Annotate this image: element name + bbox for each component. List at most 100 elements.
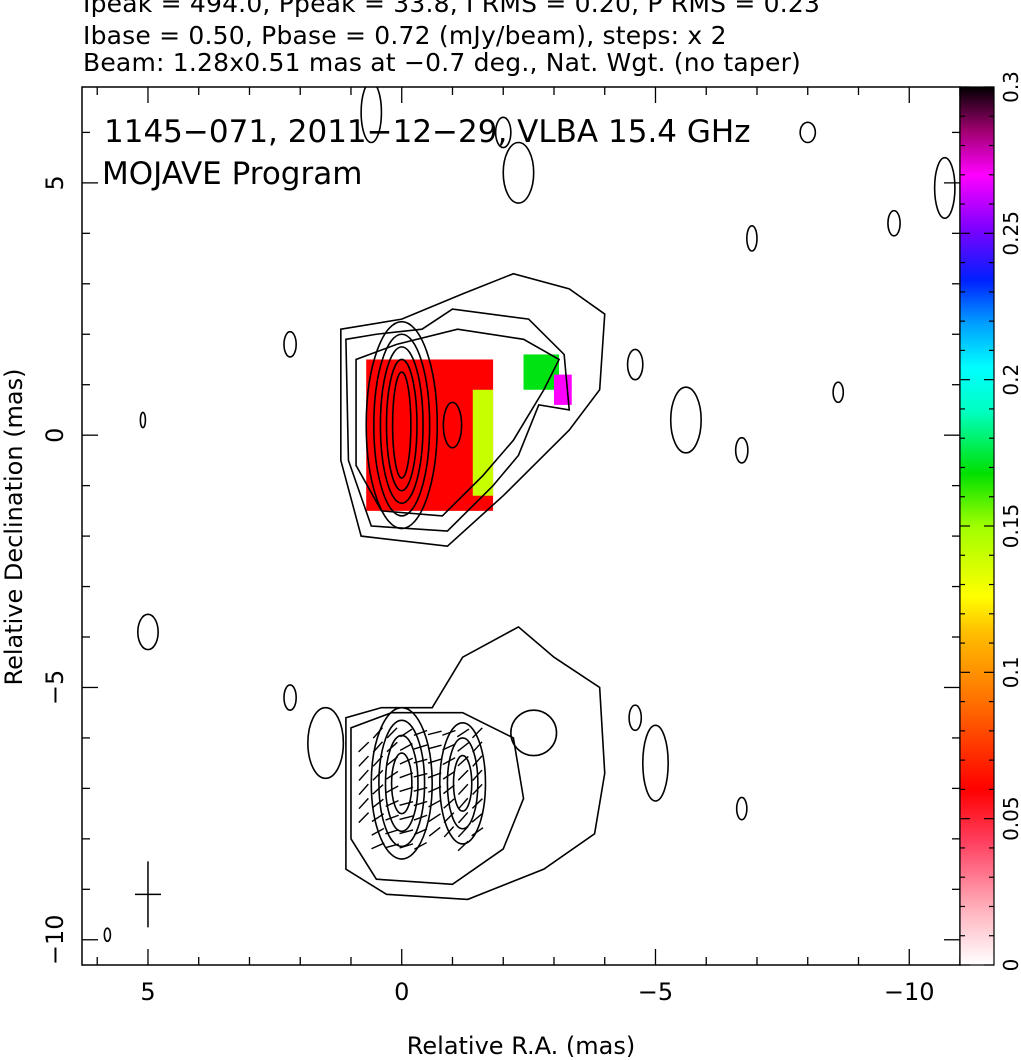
noise-contour-2 (139, 411, 147, 429)
evpa-vector-26 (399, 743, 413, 751)
evpa-vector-48 (428, 799, 442, 808)
y-axis-label: Relative Declination (mas) (0, 368, 28, 685)
evpa-vector-64 (457, 797, 469, 810)
x-tick-label-4: −10 (884, 978, 935, 1006)
y-tick-label-4: −10 (41, 914, 69, 965)
colorbar-tick-label-7: 0.3 (999, 71, 1021, 103)
header-line-2: Ibase = 0.50, Pbase = 0.72 (mJy/beam), s… (83, 21, 727, 50)
evpa-vector-25 (400, 728, 413, 738)
evpa-vector-54 (442, 770, 456, 780)
evpa-vector-12 (371, 798, 384, 809)
colorbar-tick-label-4: 0.15 (999, 504, 1021, 549)
evpa-vector-40 (413, 814, 428, 821)
x-tick-label-3: −5 (638, 978, 673, 1006)
intensity-contours (103, 87, 956, 943)
colorbar-tick-label-2: 0.05 (999, 796, 1021, 841)
axis-tick-labels: 5 0 −5 −10 5 0 −5 −10 (41, 175, 935, 1006)
noise-contour-9 (734, 436, 749, 464)
evpa-vector-9 (372, 755, 384, 767)
evpa-vector-39 (413, 800, 428, 807)
noise-contour-14 (628, 704, 643, 732)
jet-contour-inner (355, 328, 561, 517)
evpa-vector-51 (442, 729, 456, 736)
axis-ticks (82, 87, 961, 965)
core-contour-3 (379, 346, 424, 505)
evpa-vector-4 (358, 783, 369, 796)
pol-knot-contour-1 (452, 754, 473, 812)
evpa-vector-50 (428, 826, 441, 837)
evpa-vector-73 (471, 798, 483, 809)
evpa-vector-2 (358, 755, 369, 767)
evpa-vector-29 (399, 786, 414, 793)
polarization-region-2 (472, 389, 494, 496)
jet-contour-outer (340, 272, 606, 548)
evpa-vector-34 (413, 729, 428, 736)
evpa-vector-8 (372, 741, 384, 753)
evpa-vector-47 (428, 785, 442, 793)
evpa-vector-67 (457, 840, 469, 852)
noise-contour-10 (832, 381, 845, 404)
evpa-vector-30 (399, 801, 414, 807)
polarization-region-3 (523, 354, 560, 390)
x-axis-label: Relative R.A. (mas) (407, 1032, 635, 1060)
evpa-vector-24 (385, 843, 400, 849)
evpa-vector-49 (428, 813, 441, 823)
evpa-vector-11 (372, 784, 384, 795)
y-tick-label-3: −5 (41, 670, 69, 705)
noise-contour-5 (307, 706, 345, 780)
evpa-vector-36 (413, 758, 428, 764)
evpa-vector-60 (457, 742, 470, 752)
evpa-vector-31 (399, 815, 414, 821)
y-tick-label-1: 5 (41, 175, 69, 190)
pol-contour-middle (350, 711, 525, 886)
evpa-vector-3 (358, 769, 369, 781)
evpa-vector-42 (414, 841, 427, 850)
evpa-vector-41 (413, 828, 428, 836)
evpa-vector-16 (386, 727, 398, 739)
evpa-vector-37 (413, 772, 428, 778)
noise-contour-13 (746, 224, 758, 252)
evpa-vector-14 (371, 827, 385, 836)
noise-contour-3 (137, 613, 159, 651)
evpa-vector-17 (386, 741, 398, 753)
evpa-vector-38 (413, 786, 428, 792)
evpa-vector-53 (442, 757, 456, 766)
evpa-vector-13 (371, 813, 385, 823)
evpa-vector-59 (456, 728, 470, 738)
core-contour-4 (373, 333, 431, 517)
evpa-vector-7 (372, 727, 384, 739)
evpa-vector-56 (443, 798, 455, 809)
evpa-vector-32 (399, 829, 414, 835)
noise-contour-21 (360, 87, 383, 144)
evpa-vector-66 (457, 826, 469, 838)
jet-contour-middle (345, 308, 571, 532)
evpa-vector-65 (457, 811, 469, 824)
evpa-vector-28 (399, 772, 414, 779)
pol-contour-outer (345, 625, 606, 901)
evpa-vector-70 (472, 755, 483, 767)
noise-contour-4 (283, 684, 297, 711)
colorbar-tick-label-3: 0.1 (999, 656, 1021, 688)
noise-contour-12 (887, 209, 901, 237)
evpa-vector-55 (442, 784, 455, 795)
noise-contour-18 (103, 927, 112, 943)
evpa-vector-44 (427, 744, 442, 750)
noise-contour-6 (502, 141, 535, 204)
evpa-vector-62 (457, 769, 469, 781)
evpa-vector-74 (471, 812, 484, 823)
evpa-vector-46 (427, 772, 442, 779)
noise-contour-7 (626, 348, 644, 381)
plot-frame (81, 86, 961, 966)
x-tick-label-1: 5 (140, 978, 155, 1006)
evpa-vector-45 (427, 758, 442, 764)
noise-contour-16 (735, 796, 748, 821)
evpa-vector-22 (385, 814, 399, 821)
header-line-3: Beam: 1.28x0.51 mas at −0.7 deg., Nat. W… (83, 48, 802, 77)
evpa-vector-72 (472, 783, 483, 795)
colorbar-tick-label-5: 0.2 (999, 364, 1021, 396)
evpa-vector-52 (442, 743, 456, 751)
evpa-vector-63 (457, 783, 469, 796)
pol-core-contour-3 (378, 719, 426, 848)
evpa-vector-57 (443, 812, 455, 824)
